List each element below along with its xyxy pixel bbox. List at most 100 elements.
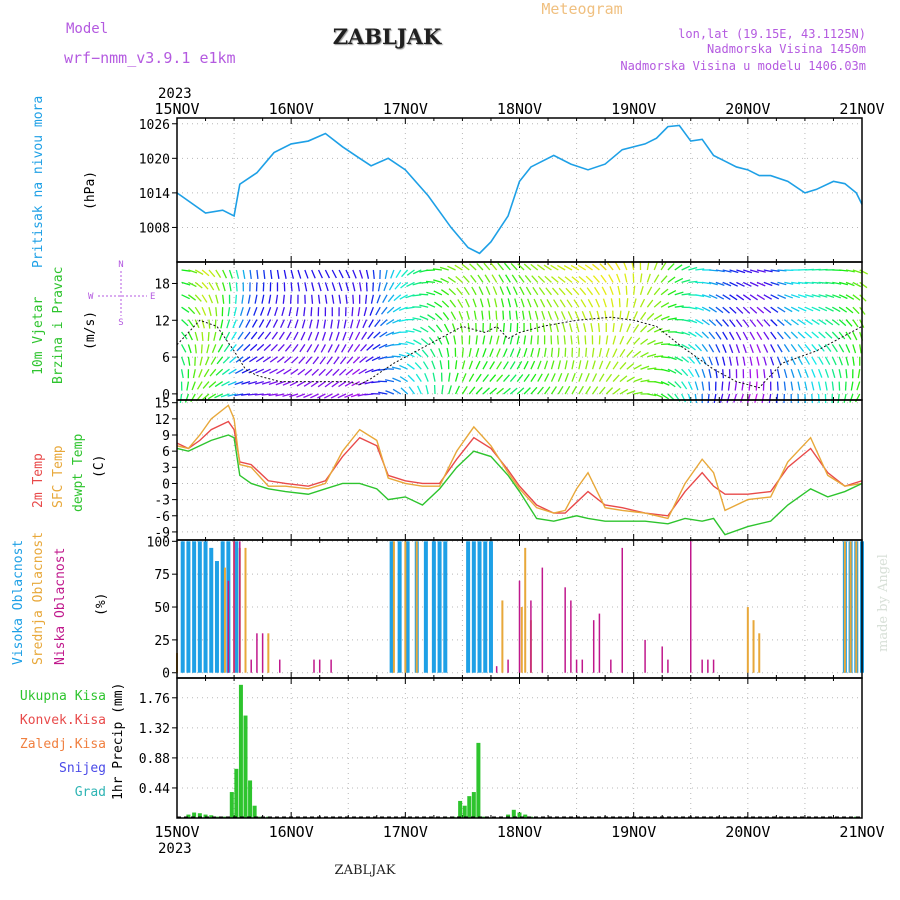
model-label: Model: [66, 21, 108, 37]
wind-arrow: [740, 393, 744, 403]
wind-arrow: [804, 393, 807, 404]
wind-arrow: [201, 331, 204, 342]
wind-arrow: [265, 319, 272, 328]
wind-arrow: [341, 344, 347, 353]
wind-arrow: [294, 319, 299, 329]
ytick-label: -6: [154, 510, 170, 525]
wind-arrow: [359, 269, 364, 279]
wind-arrow: [530, 386, 538, 395]
wind-arrow: [735, 331, 742, 341]
wind-arrow: [688, 318, 698, 324]
wind-arrow: [310, 393, 319, 399]
wind-arrow: [503, 374, 510, 383]
wind-arrow: [602, 298, 607, 308]
wind-arrow: [350, 319, 354, 329]
wind-arrow: [681, 279, 691, 284]
wind-arrow: [852, 356, 855, 366]
wind-arrow: [206, 344, 210, 354]
wind-arrow: [797, 331, 806, 339]
wind-arrow: [708, 344, 715, 353]
wind-arrow: [564, 360, 568, 370]
wind-arrow: [436, 336, 443, 345]
wind-arrow: [722, 269, 732, 273]
wind-arrow: [838, 331, 846, 340]
wind-arrow: [626, 323, 632, 333]
wind-arrow: [187, 306, 196, 315]
precip-bar: [243, 715, 248, 818]
wind-arrow: [715, 319, 723, 327]
wind-arrow: [405, 341, 415, 346]
wind-arrow: [660, 275, 668, 283]
precip-bar: [197, 813, 202, 818]
high-cloud-bar: [477, 541, 482, 673]
wind-arrow: [557, 360, 562, 370]
wind-arrow: [181, 319, 189, 327]
wind-arrow: [311, 282, 315, 292]
wind-arrow: [449, 299, 457, 308]
ytick-label: 1.32: [139, 722, 170, 737]
wind-arrow: [448, 288, 457, 296]
wind-arrow: [708, 369, 712, 379]
wind-arrow: [556, 335, 559, 345]
wind-arrow: [715, 306, 724, 314]
wind-arrow: [223, 344, 231, 353]
wind-arrow: [454, 385, 460, 395]
wind-arrow: [770, 294, 780, 300]
wind-arrow: [633, 377, 643, 383]
wind-arrow: [660, 302, 670, 308]
bottom-date-tick: 15NOV: [154, 823, 199, 841]
wind-arrow: [777, 331, 784, 340]
wind-arrow: [674, 356, 684, 362]
precip-bar: [252, 805, 257, 818]
wind-arrow: [571, 276, 580, 283]
wind-arrow: [660, 381, 670, 386]
wind-arrow: [510, 262, 518, 271]
wind-arrow: [735, 344, 740, 354]
wind-arrow: [425, 385, 429, 395]
wind-arrow: [453, 335, 457, 345]
wind-arrow: [276, 368, 285, 375]
wind-arrow: [375, 306, 381, 316]
wind-arrow: [804, 356, 811, 365]
wind-arrow: [220, 319, 224, 329]
wind-arrow: [653, 287, 661, 296]
wind-arrow: [200, 344, 203, 354]
wind-arrow: [784, 281, 794, 285]
wind-arrow: [222, 269, 228, 279]
wind-arrow: [824, 344, 832, 352]
wind-arrow: [188, 294, 197, 301]
wind-arrow: [438, 348, 443, 358]
wind-arrow: [667, 343, 677, 347]
wind-arrow: [825, 331, 833, 339]
wind-arrow: [447, 276, 456, 283]
wind-arrow: [254, 380, 264, 385]
wind-arrow: [539, 298, 546, 308]
wind-arrow: [494, 298, 498, 308]
wind-arrow: [431, 360, 436, 370]
wind-arrow: [577, 264, 587, 271]
wind-arrow: [742, 281, 752, 287]
wind-arrow: [681, 331, 691, 336]
wind-arrow: [599, 263, 607, 271]
wind-arrow: [475, 347, 480, 357]
low-cloud-bar: [610, 659, 612, 673]
wind-arrow: [296, 381, 306, 387]
wind-arrow: [528, 310, 532, 320]
wind-arrow: [502, 322, 505, 333]
wind-arrow: [386, 306, 395, 314]
wind-arrow: [633, 324, 640, 333]
wind-arrow: [312, 356, 320, 365]
wind-arrow: [770, 344, 776, 353]
pressure-ylabel-b: (hPa): [83, 171, 98, 210]
wind-arrow: [843, 393, 847, 403]
wind-arrow: [502, 335, 507, 345]
wind-arrow: [811, 331, 819, 339]
wind-arrow: [238, 319, 244, 328]
wind-arrow: [334, 344, 340, 353]
wind-arrow: [268, 393, 278, 397]
wind-arrow: [475, 335, 478, 345]
wind-arrow: [564, 276, 573, 283]
wind-arrow: [495, 310, 498, 320]
wind-arrow: [728, 331, 735, 341]
wind-arrow: [489, 361, 496, 370]
